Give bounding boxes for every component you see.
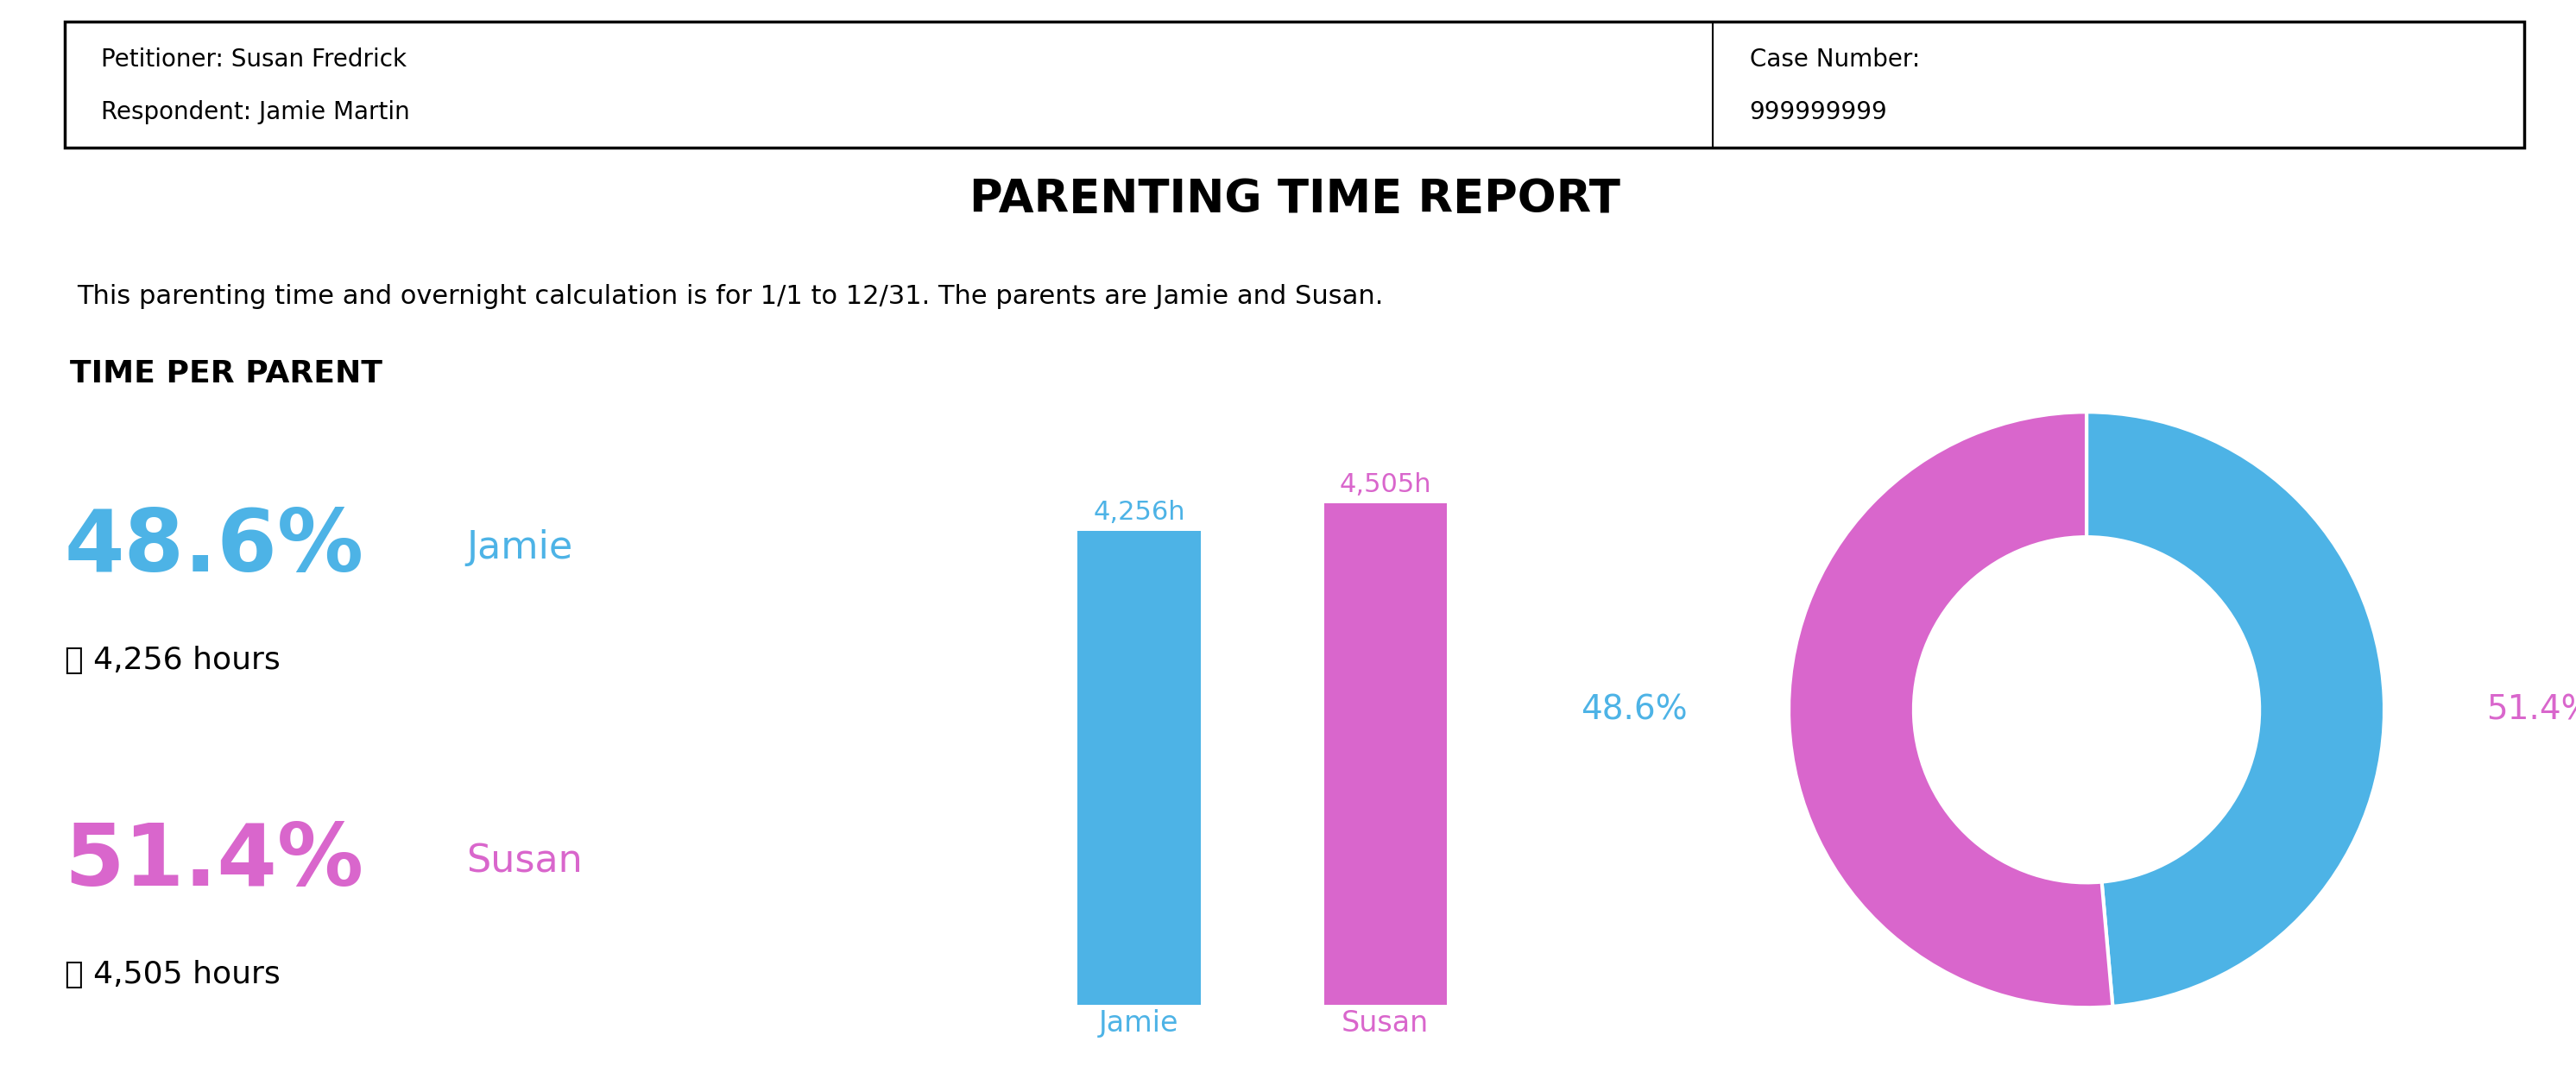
Text: 48.6%: 48.6% <box>1582 693 1687 726</box>
Text: 51.4%: 51.4% <box>64 820 363 903</box>
Text: 48.6%: 48.6% <box>64 506 363 590</box>
Text: This parenting time and overnight calculation is for 1/1 to 12/31. The parents a: This parenting time and overnight calcul… <box>77 284 1383 309</box>
Bar <box>1324 503 1448 1005</box>
Text: ⍨ 4,256 hours: ⍨ 4,256 hours <box>64 646 281 675</box>
Text: 4,505h: 4,505h <box>1340 472 1432 497</box>
Wedge shape <box>2087 412 2385 1007</box>
Text: 4,256h: 4,256h <box>1092 499 1185 524</box>
Text: 999999999: 999999999 <box>1749 100 1888 124</box>
Text: PARENTING TIME REPORT: PARENTING TIME REPORT <box>969 177 1620 222</box>
FancyBboxPatch shape <box>64 22 2524 147</box>
Wedge shape <box>1788 412 2112 1008</box>
Text: 51.4%: 51.4% <box>2486 693 2576 726</box>
Text: Respondent: Jamie Martin: Respondent: Jamie Martin <box>100 100 410 124</box>
Text: Jamie: Jamie <box>466 530 572 566</box>
Text: Petitioner: Susan Fredrick: Petitioner: Susan Fredrick <box>100 47 407 72</box>
Text: TIME PER PARENT: TIME PER PARENT <box>70 359 381 389</box>
Text: Susan: Susan <box>466 843 582 880</box>
Text: Case Number:: Case Number: <box>1749 47 1919 72</box>
Text: ⍨ 4,505 hours: ⍨ 4,505 hours <box>64 960 281 989</box>
Bar <box>1077 532 1200 1005</box>
